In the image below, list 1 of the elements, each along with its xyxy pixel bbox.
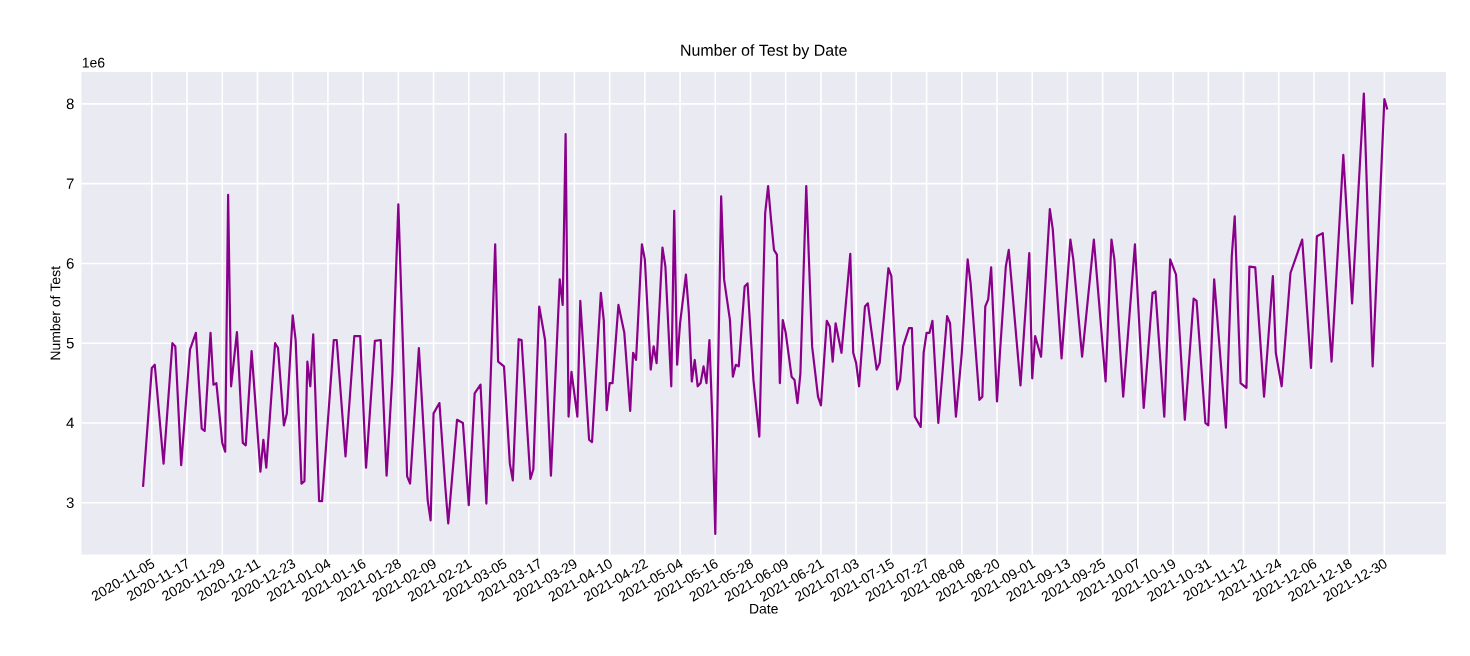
line-series xyxy=(141,92,1389,535)
